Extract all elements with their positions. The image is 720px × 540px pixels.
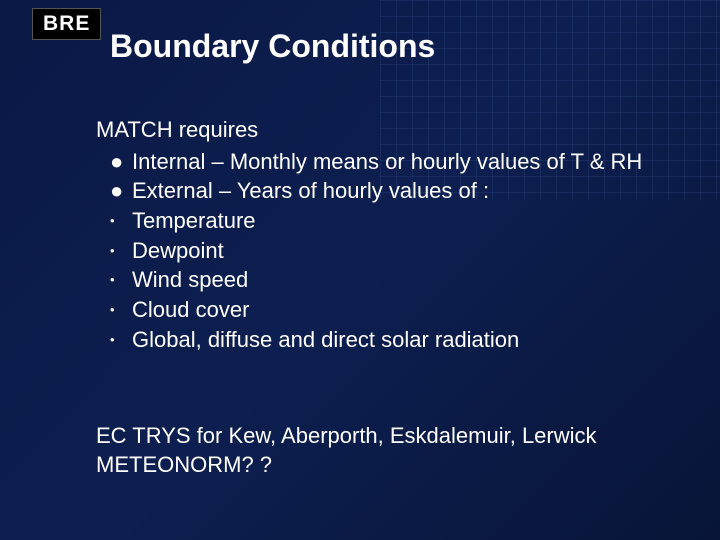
bullet-icon: ●: [110, 147, 132, 177]
intro-text: MATCH requires: [96, 115, 680, 145]
bullet-icon: •: [110, 271, 132, 289]
list-item: • Wind speed: [96, 265, 680, 295]
list-item-text: Cloud cover: [132, 295, 249, 325]
slide-title: Boundary Conditions: [110, 28, 435, 65]
bullet-icon: •: [110, 212, 132, 230]
list-item: • Global, diffuse and direct solar radia…: [96, 325, 680, 355]
bullet-icon: •: [110, 301, 132, 319]
bullet-icon: ●: [110, 176, 132, 206]
logo-badge: BRE: [32, 8, 101, 40]
bullet-icon: •: [110, 331, 132, 349]
list-item-text: Temperature: [132, 206, 256, 236]
list-item-text: Dewpoint: [132, 236, 224, 266]
list-item: • Cloud cover: [96, 295, 680, 325]
bullet-list: ● Internal – Monthly means or hourly val…: [96, 147, 680, 355]
footer-text: EC TRYS for Kew, Aberporth, Eskdalemuir,…: [96, 421, 680, 480]
list-item: ● External – Years of hourly values of :: [96, 176, 680, 206]
list-item-text: External – Years of hourly values of :: [132, 176, 489, 206]
list-item-text: Wind speed: [132, 265, 248, 295]
bullet-icon: •: [110, 242, 132, 260]
content-area: MATCH requires ● Internal – Monthly mean…: [96, 115, 680, 355]
list-item: • Temperature: [96, 206, 680, 236]
list-item: ● Internal – Monthly means or hourly val…: [96, 147, 680, 177]
footer-line: METEONORM? ?: [96, 450, 680, 480]
list-item: • Dewpoint: [96, 236, 680, 266]
list-item-text: Global, diffuse and direct solar radiati…: [132, 325, 519, 355]
footer-line: EC TRYS for Kew, Aberporth, Eskdalemuir,…: [96, 421, 680, 451]
list-item-text: Internal – Monthly means or hourly value…: [132, 147, 642, 177]
